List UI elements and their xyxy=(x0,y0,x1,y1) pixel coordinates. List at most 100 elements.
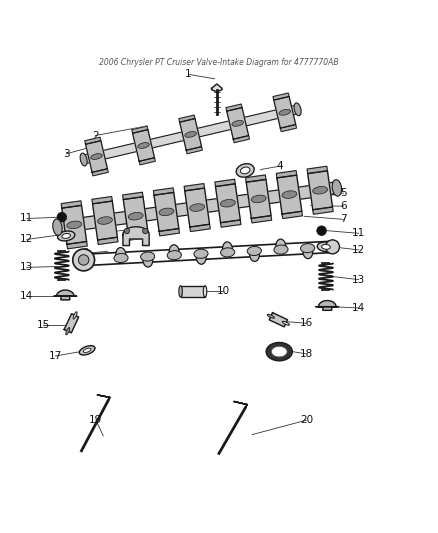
Polygon shape xyxy=(186,147,202,154)
Ellipse shape xyxy=(220,199,235,207)
Polygon shape xyxy=(85,141,107,172)
Polygon shape xyxy=(221,220,241,227)
Polygon shape xyxy=(212,84,222,92)
Ellipse shape xyxy=(185,132,196,138)
Ellipse shape xyxy=(313,187,328,194)
Ellipse shape xyxy=(232,120,244,126)
Polygon shape xyxy=(273,93,289,100)
Polygon shape xyxy=(233,135,250,143)
Polygon shape xyxy=(215,179,235,187)
Ellipse shape xyxy=(114,253,128,263)
Polygon shape xyxy=(280,125,297,132)
Polygon shape xyxy=(123,197,148,236)
Polygon shape xyxy=(180,286,205,297)
Ellipse shape xyxy=(167,251,181,260)
Text: 5: 5 xyxy=(340,188,347,198)
Polygon shape xyxy=(246,175,266,182)
Polygon shape xyxy=(92,201,117,240)
Polygon shape xyxy=(98,237,118,245)
Polygon shape xyxy=(180,119,201,150)
Ellipse shape xyxy=(282,191,297,198)
Polygon shape xyxy=(139,158,155,165)
Ellipse shape xyxy=(294,103,301,116)
Polygon shape xyxy=(54,290,77,300)
Ellipse shape xyxy=(276,239,286,253)
Ellipse shape xyxy=(317,242,335,252)
Polygon shape xyxy=(227,108,249,139)
Polygon shape xyxy=(67,241,87,249)
Polygon shape xyxy=(133,130,155,161)
Ellipse shape xyxy=(79,346,95,355)
Polygon shape xyxy=(190,224,210,231)
Polygon shape xyxy=(215,184,240,223)
Circle shape xyxy=(317,226,326,236)
Polygon shape xyxy=(154,192,179,231)
Text: 9: 9 xyxy=(82,248,89,259)
Ellipse shape xyxy=(194,249,208,259)
Polygon shape xyxy=(234,401,247,411)
Ellipse shape xyxy=(236,164,254,177)
Ellipse shape xyxy=(73,312,77,319)
Polygon shape xyxy=(159,229,180,236)
Ellipse shape xyxy=(169,245,179,259)
Polygon shape xyxy=(251,216,272,223)
Circle shape xyxy=(73,249,95,271)
Ellipse shape xyxy=(67,221,81,229)
Polygon shape xyxy=(85,137,101,144)
Polygon shape xyxy=(276,171,297,178)
Ellipse shape xyxy=(303,245,313,259)
Polygon shape xyxy=(269,313,288,327)
Ellipse shape xyxy=(250,247,259,262)
Ellipse shape xyxy=(279,109,290,115)
Text: 8: 8 xyxy=(109,227,115,237)
Text: 1: 1 xyxy=(185,69,192,79)
Polygon shape xyxy=(153,188,174,195)
Ellipse shape xyxy=(203,286,207,297)
Ellipse shape xyxy=(267,314,275,318)
Ellipse shape xyxy=(223,242,232,256)
Text: 14: 14 xyxy=(20,291,34,301)
Ellipse shape xyxy=(240,167,250,174)
Polygon shape xyxy=(57,182,338,233)
Ellipse shape xyxy=(57,231,75,241)
Text: 15: 15 xyxy=(37,320,50,330)
Polygon shape xyxy=(185,188,209,227)
Ellipse shape xyxy=(80,153,87,166)
Polygon shape xyxy=(62,205,87,244)
Text: 12: 12 xyxy=(352,245,365,255)
Polygon shape xyxy=(123,192,143,199)
Polygon shape xyxy=(97,395,110,403)
Ellipse shape xyxy=(247,246,261,255)
Ellipse shape xyxy=(159,208,174,216)
Ellipse shape xyxy=(190,204,205,212)
Text: 13: 13 xyxy=(20,262,34,272)
Circle shape xyxy=(143,229,148,233)
Polygon shape xyxy=(92,197,112,204)
Text: 14: 14 xyxy=(352,303,365,313)
Polygon shape xyxy=(123,227,149,246)
Ellipse shape xyxy=(83,348,91,352)
Ellipse shape xyxy=(116,247,126,262)
Ellipse shape xyxy=(91,154,102,159)
Ellipse shape xyxy=(332,180,342,196)
Ellipse shape xyxy=(300,244,315,253)
Ellipse shape xyxy=(66,328,70,335)
Ellipse shape xyxy=(321,245,330,249)
Polygon shape xyxy=(61,201,81,208)
Text: 12: 12 xyxy=(20,235,34,245)
Text: 16: 16 xyxy=(300,318,313,328)
Text: 6: 6 xyxy=(340,201,347,211)
Ellipse shape xyxy=(138,143,149,148)
Ellipse shape xyxy=(274,245,288,254)
Polygon shape xyxy=(277,175,302,214)
Polygon shape xyxy=(313,207,333,214)
Text: 2006 Chrysler PT Cruiser Valve-Intake Diagram for 4777770AB: 2006 Chrysler PT Cruiser Valve-Intake Di… xyxy=(99,58,339,67)
Ellipse shape xyxy=(62,233,71,238)
Circle shape xyxy=(325,240,339,254)
Polygon shape xyxy=(132,126,148,133)
Polygon shape xyxy=(282,211,302,219)
Text: 11: 11 xyxy=(352,228,365,238)
Text: 18: 18 xyxy=(300,349,313,359)
Polygon shape xyxy=(179,115,195,122)
Text: 7: 7 xyxy=(340,214,347,224)
